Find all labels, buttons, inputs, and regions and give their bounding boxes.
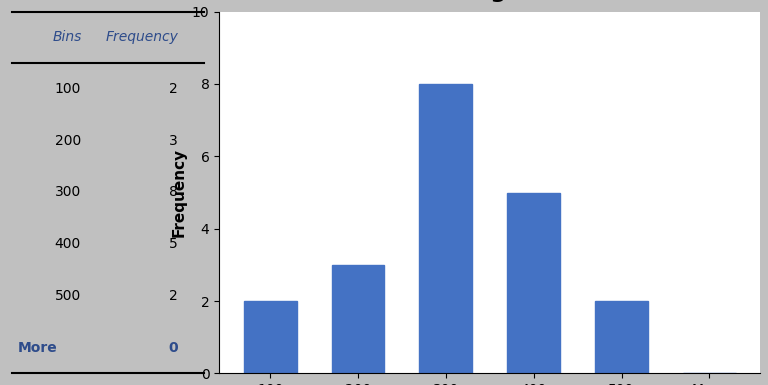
- Bar: [243, 301, 296, 373]
- Text: Bins: Bins: [53, 30, 82, 44]
- Y-axis label: Frequency: Frequency: [171, 148, 187, 237]
- Text: 2: 2: [169, 82, 178, 96]
- Bar: [508, 192, 560, 373]
- Text: 3: 3: [169, 134, 178, 148]
- Text: Frequency: Frequency: [105, 30, 178, 44]
- Text: 400: 400: [55, 237, 81, 251]
- Text: 300: 300: [55, 186, 81, 199]
- Bar: [595, 301, 648, 373]
- Text: More: More: [18, 341, 58, 355]
- Bar: [332, 265, 384, 373]
- Bar: [419, 84, 472, 373]
- Text: 100: 100: [55, 82, 81, 96]
- Text: 8: 8: [169, 186, 178, 199]
- Text: 0: 0: [168, 341, 178, 355]
- Text: 500: 500: [55, 289, 81, 303]
- Text: 200: 200: [55, 134, 81, 148]
- Text: 5: 5: [169, 237, 178, 251]
- Title: Histogram: Histogram: [425, 0, 555, 2]
- Text: 2: 2: [169, 289, 178, 303]
